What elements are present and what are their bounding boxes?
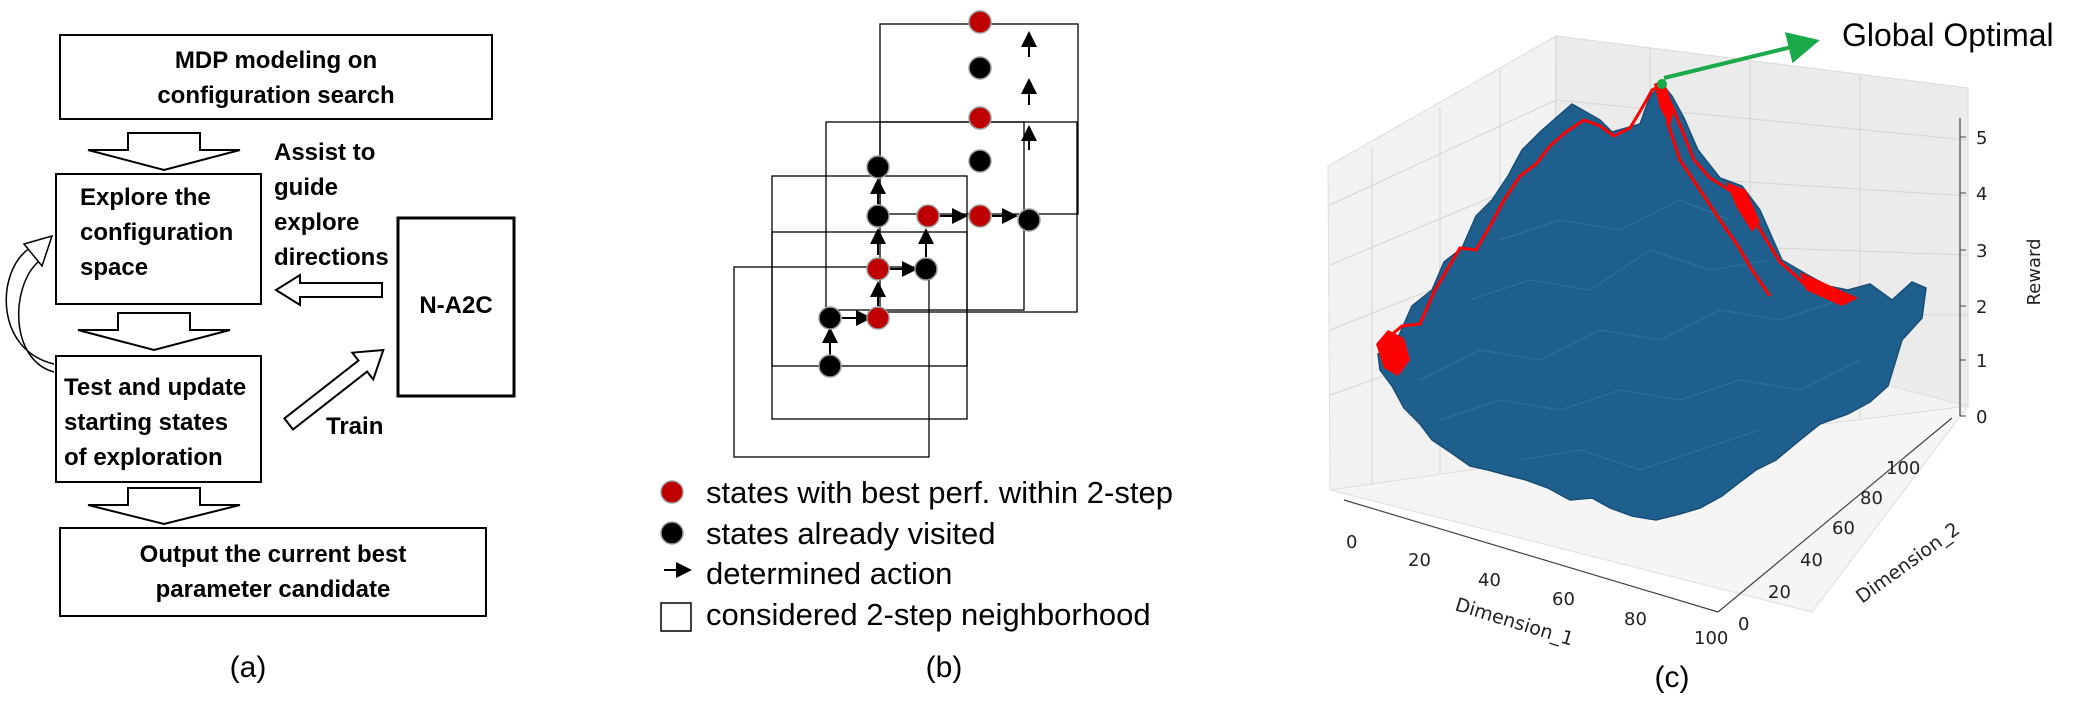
y-axis-line [1717,417,1953,613]
neighborhood-square [771,175,968,367]
x-tick-label: 60 [1552,589,1575,610]
best-state [866,257,890,281]
x-tick-label: 20 [1408,550,1431,571]
visited-state [968,149,992,173]
legend-action: determined action [706,556,952,591]
y-tick-label: 80 [1860,488,1883,509]
z-axis-label: Reward [2024,238,2045,305]
mdp-box-line-2: configuration search [157,82,394,109]
visited-state [1017,208,1041,232]
legend-black-dot-icon [660,521,684,545]
loop-arrow-outer [5,247,55,365]
best-state [968,204,992,228]
test-box-line-3: of exploration [64,444,223,471]
mdp-box-line-1: MDP modeling on [175,47,377,74]
down-arrow-icon [87,132,241,172]
output-box-line-1: Output the current best [140,541,407,568]
x-tick-label: 100 [1694,628,1728,649]
best-state [916,204,940,228]
global-optimal-label: Global Optimal [1842,17,2054,53]
visited-state [914,257,938,281]
visited-state [818,354,842,378]
down-arrow-icon [87,487,241,526]
z-tick-label: 3 [1976,241,1987,262]
neighborhood-square [733,266,930,458]
train-arrow-icon [283,348,385,431]
loop-arrow-inner [17,261,55,373]
z-tick-label: 0 [1976,407,1987,428]
visited-state [866,204,890,228]
y-tick-label: 60 [1832,518,1855,539]
y-tick-label: 100 [1886,458,1920,479]
visited-state [818,306,842,330]
test-update-box [55,355,262,483]
left-arrow-icon [274,273,383,307]
explore-box [55,173,262,305]
caption-b: (b) [926,651,963,684]
visited-state [866,155,890,179]
reward-surface [1377,82,1927,521]
y-tick-label: 20 [1768,582,1791,603]
x-tick-label: 40 [1478,570,1501,591]
explore-box-line-2: configuration [80,219,233,246]
panel-b-exploration: states with best perf. within 2-step sta… [660,10,1173,684]
global-optimum-arrow-icon [1663,32,1820,80]
optimization-path-dense [1376,80,1858,376]
output-box-line-2: parameter candidate [156,576,391,603]
loop-arrowhead-icon [22,234,54,268]
train-label: Train [326,413,383,440]
output-box [59,527,487,617]
best-state [968,10,992,34]
n-a2c-box [396,216,516,398]
legend-visited-state: states already visited [706,516,995,551]
x-tick-label: 80 [1624,609,1647,630]
legend-neighborhood: considered 2-step neighborhood [706,597,1151,632]
y-tick-label: 0 [1738,614,1749,635]
caption-c: (c) [1655,661,1690,694]
x-tick-label: 0 [1346,532,1357,553]
legend-best-state: states with best perf. within 2-step [706,475,1173,510]
n-a2c-label: N-A2C [419,292,492,319]
best-state [866,306,890,330]
assist-line-1: Assist to [274,139,375,166]
assist-line-3: explore [274,209,359,236]
z-tick-label: 5 [1976,128,1987,149]
legend-red-dot-icon [660,480,684,504]
z-tick-label: 1 [1976,351,1987,372]
down-arrow-icon [77,312,231,352]
global-optimum-point [1657,79,1667,89]
z-tick-label: 4 [1976,184,1987,205]
best-state [968,106,992,130]
caption-a: (a) [230,651,267,684]
visited-state [968,56,992,80]
z-tick-label: 2 [1976,297,1987,318]
y-tick-label: 40 [1800,550,1823,571]
z-axis-ticks [1960,136,1966,417]
panel-a-flowchart: MDP modeling on configuration search Exp… [5,34,516,684]
explore-box-line-1: Explore the [80,184,211,211]
test-box-line-1: Test and update [64,374,246,401]
mdp-modeling-box [59,34,493,120]
test-box-line-2: starting states [64,409,228,436]
panel-c-reward-surface: Global Optimal 0 1 2 3 4 5 Reward 0 20 4… [1327,17,2054,694]
explore-box-line-3: space [80,254,148,281]
x-axis-line [1343,499,1719,613]
legend-square-icon [660,602,692,632]
assist-line-4: directions [274,244,389,271]
assist-line-2: guide [274,174,338,201]
